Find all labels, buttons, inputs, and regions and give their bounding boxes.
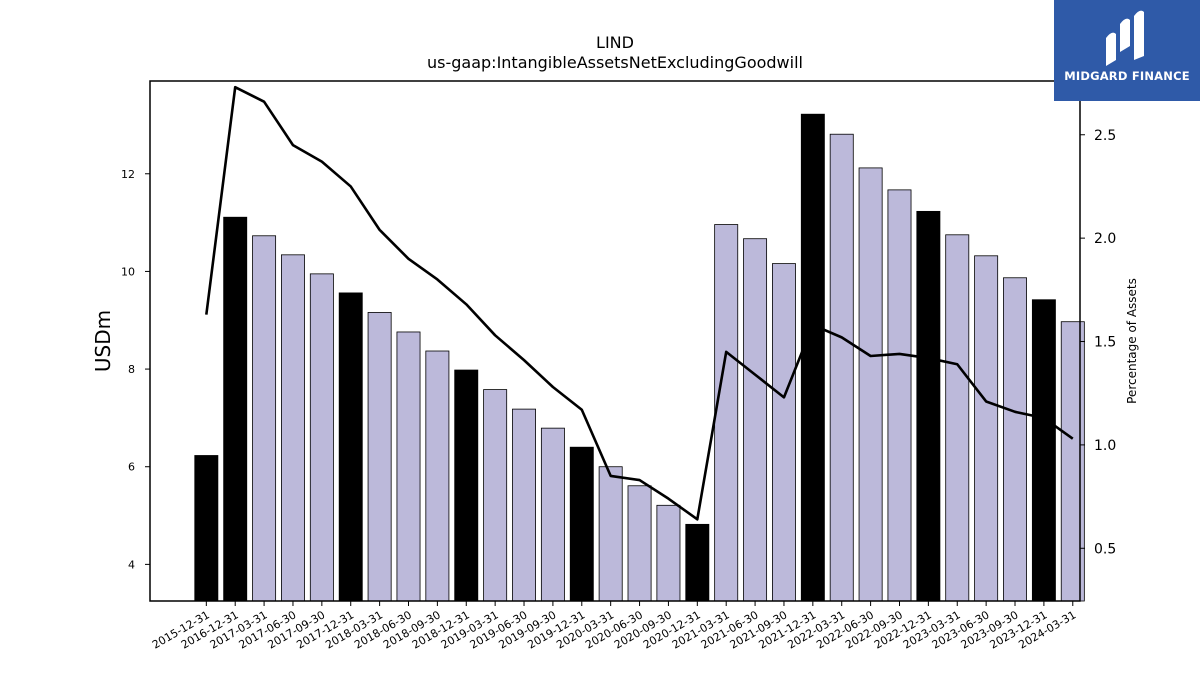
bar xyxy=(483,389,508,602)
y2-axis-label: Percentage of Assets xyxy=(1125,278,1139,404)
bar xyxy=(512,408,536,602)
y2-tick-label: 1.5 xyxy=(1094,335,1116,351)
chart-title: LIND xyxy=(596,33,634,52)
y-tick-label: 12 xyxy=(121,168,135,181)
bar xyxy=(829,133,854,602)
line-group xyxy=(205,85,1074,521)
y2-tick-label: 0.5 xyxy=(1094,541,1116,557)
y-axis-label: USDm xyxy=(91,310,115,372)
bar xyxy=(425,350,450,602)
brand-name: MIDGARD FINANCE xyxy=(1064,69,1190,83)
chart-subtitle: us-gaap:IntangibleAssetsNetExcludingGood… xyxy=(427,53,803,72)
bar xyxy=(800,113,825,602)
bar xyxy=(338,292,363,602)
y-tick-label: 4 xyxy=(128,558,135,571)
bar xyxy=(396,331,421,602)
bar xyxy=(569,446,594,602)
bar xyxy=(1003,277,1027,602)
bar-group xyxy=(194,113,1085,602)
bar xyxy=(743,238,768,602)
percentage-line xyxy=(205,85,1074,521)
bar xyxy=(974,255,999,602)
y-tick-label: 10 xyxy=(121,265,135,278)
bar xyxy=(1060,321,1085,602)
y-tick-label: 8 xyxy=(128,363,135,376)
brand-logo: MIDGARD FINANCE xyxy=(1054,0,1200,101)
bar xyxy=(887,189,912,602)
bar xyxy=(252,235,277,602)
midgard-logo-icon xyxy=(1106,10,1144,66)
bar xyxy=(454,369,479,602)
bar xyxy=(1031,299,1056,602)
bar xyxy=(281,254,305,602)
bar xyxy=(772,263,796,602)
axes: 46810120.51.01.52.02.52015-12-312016-12-… xyxy=(121,80,1116,652)
bar xyxy=(714,224,739,602)
y2-tick-label: 2.0 xyxy=(1094,231,1116,247)
y-tick-label: 6 xyxy=(128,461,135,474)
bar xyxy=(656,504,681,602)
bar xyxy=(367,312,392,602)
bar xyxy=(194,455,219,602)
bar xyxy=(309,273,334,602)
bar xyxy=(627,485,652,602)
bar xyxy=(858,167,883,602)
plot-frame xyxy=(149,80,1081,602)
y2-tick-label: 2.5 xyxy=(1094,128,1116,144)
bar xyxy=(540,427,565,602)
bar xyxy=(945,234,970,602)
bar xyxy=(685,523,710,602)
bar xyxy=(916,210,941,602)
bar xyxy=(223,216,248,602)
bar xyxy=(598,466,623,602)
y2-tick-label: 1.0 xyxy=(1094,438,1116,454)
